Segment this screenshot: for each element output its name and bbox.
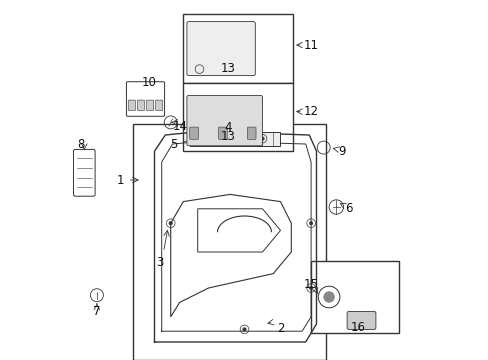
FancyBboxPatch shape [73, 149, 95, 196]
FancyBboxPatch shape [126, 82, 164, 116]
FancyBboxPatch shape [247, 127, 256, 139]
Bar [190, 132, 280, 146]
FancyBboxPatch shape [128, 100, 135, 111]
Text: 13: 13 [221, 130, 235, 143]
Text: 15: 15 [303, 278, 318, 291]
Text: 3: 3 [156, 256, 163, 269]
Circle shape [242, 328, 246, 331]
Text: 4: 4 [224, 121, 232, 134]
FancyBboxPatch shape [155, 100, 163, 111]
Text: 8: 8 [77, 138, 84, 150]
Text: 9: 9 [337, 145, 345, 158]
Bar [310, 261, 399, 333]
Bar [194, 133, 223, 142]
Circle shape [168, 221, 172, 225]
Text: 12: 12 [303, 105, 318, 118]
Text: 10: 10 [142, 76, 156, 89]
Circle shape [199, 137, 203, 140]
Text: 1: 1 [116, 174, 124, 186]
FancyBboxPatch shape [137, 100, 144, 111]
Text: 14: 14 [172, 120, 187, 132]
Circle shape [260, 137, 264, 140]
Text: 5: 5 [170, 138, 178, 150]
Bar [133, 124, 325, 360]
Text: 13: 13 [221, 62, 235, 75]
FancyBboxPatch shape [186, 95, 262, 146]
Bar [183, 14, 292, 83]
FancyBboxPatch shape [146, 100, 153, 111]
Text: 16: 16 [350, 321, 365, 334]
FancyBboxPatch shape [346, 311, 375, 329]
Text: 11: 11 [303, 39, 318, 51]
Circle shape [309, 221, 312, 225]
Circle shape [323, 292, 334, 302]
Circle shape [309, 286, 312, 290]
Text: 2: 2 [276, 322, 284, 335]
Text: 7: 7 [93, 305, 101, 318]
FancyBboxPatch shape [186, 22, 255, 76]
Bar [183, 83, 292, 151]
FancyBboxPatch shape [189, 127, 198, 139]
FancyBboxPatch shape [218, 127, 227, 139]
Text: 6: 6 [345, 202, 352, 215]
